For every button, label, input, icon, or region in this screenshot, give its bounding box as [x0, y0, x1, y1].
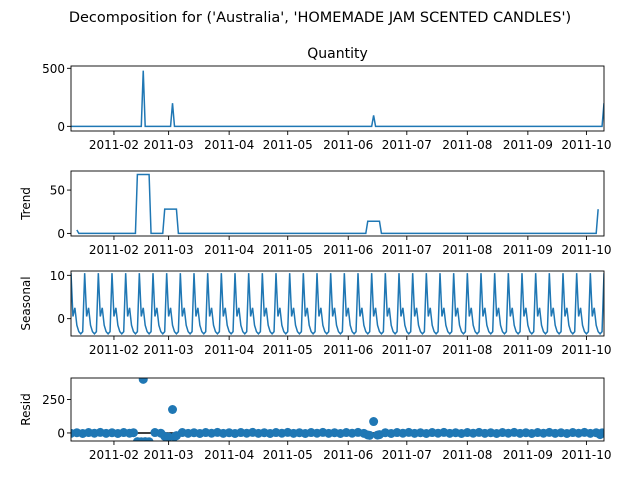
seasonal-ytick-label: 10 [50, 269, 65, 283]
resid-panel: Resid 0 250 2011-02 2011-03 2011-04 2011-05 201… [19, 377, 611, 462]
resid-xtick-label: 2011-06 [323, 448, 373, 462]
quantity-xtick-label: 2011-07 [382, 138, 432, 152]
quantity-ytick-label: 500 [42, 62, 65, 76]
trend-xtick-label: 2011-06 [323, 243, 373, 257]
seasonal-panel: Seasonal 0 10 2011-02 2011-03 2011-04 2011-05 2… [19, 269, 611, 357]
quantity-xtick-label: 2011-02 [89, 138, 139, 152]
seasonal-plot-area [71, 273, 604, 335]
quantity-xtick-label: 2011-06 [323, 138, 373, 152]
resid-point [365, 430, 375, 440]
trend-xtick-label: 2011-05 [263, 243, 313, 257]
trend-ylabel: Trend [19, 187, 33, 221]
resid-xtick-label: 2011-10 [561, 448, 611, 462]
resid-ytick-label: 250 [42, 393, 65, 407]
quantity-title: Quantity [307, 46, 368, 62]
resid-xtick-label: 2011-05 [263, 448, 313, 462]
seasonal-xtick-label: 2011-09 [503, 343, 553, 357]
seasonal-xtick-label: 2011-04 [204, 343, 254, 357]
trend-ytick-label: 50 [50, 184, 65, 198]
figure-suptitle: Decomposition for ('Australia', 'HOMEMAD… [69, 10, 571, 26]
resid-xtick-label: 2011-08 [442, 448, 492, 462]
quantity-plot-area [71, 70, 604, 128]
quantity-ytick-label: 0 [57, 120, 65, 134]
quantity-series-line [71, 70, 604, 128]
seasonal-xtick-label: 2011-05 [263, 343, 313, 357]
resid-point [597, 428, 604, 438]
trend-plot-area [76, 173, 599, 235]
resid-xtick-label: 2011-02 [89, 448, 139, 462]
seasonal-ytick-label: 0 [57, 312, 65, 326]
seasonal-xtick-label: 2011-06 [323, 343, 373, 357]
seasonal-series-line [71, 273, 604, 335]
trend-xtick-label: 2011-04 [204, 243, 254, 257]
trend-xtick-label: 2011-03 [144, 243, 194, 257]
quantity-xtick-label: 2011-04 [204, 138, 254, 152]
trend-xtick-label: 2011-02 [89, 243, 139, 257]
resid-point [128, 428, 138, 438]
quantity-xtick-label: 2011-08 [442, 138, 492, 152]
resid-xtick-label: 2011-04 [204, 448, 254, 462]
trend-axes-frame [70, 170, 605, 237]
quantity-xtick-label: 2011-10 [561, 138, 611, 152]
trend-xtick-label: 2011-08 [442, 243, 492, 257]
resid-plot-area [71, 378, 604, 441]
quantity-panel: Quantity 0 500 2011-02 2011-03 2011-04 2011-05… [42, 46, 611, 152]
seasonal-xtick-label: 2011-07 [382, 343, 432, 357]
trend-xtick-label: 2011-10 [561, 243, 611, 257]
resid-xtick-label: 2011-09 [503, 448, 553, 462]
resid-xtick-label: 2011-03 [144, 448, 194, 462]
seasonal-axes-frame [70, 270, 605, 337]
resid-point [144, 437, 154, 441]
trend-panel: Trend 0 50 2011-02 2011-03 2011-04 2011-05 2011… [19, 170, 611, 257]
seasonal-xtick-label: 2011-10 [561, 343, 611, 357]
resid-point [369, 417, 379, 427]
resid-point [168, 405, 178, 414]
quantity-xtick-label: 2011-05 [263, 138, 313, 152]
resid-point [138, 378, 148, 384]
quantity-xtick-label: 2011-03 [144, 138, 194, 152]
seasonal-xtick-label: 2011-08 [442, 343, 492, 357]
trend-series-line [76, 173, 599, 235]
seasonal-ylabel: Seasonal [19, 276, 33, 330]
seasonal-xtick-label: 2011-02 [89, 343, 139, 357]
resid-axes-frame [70, 377, 605, 442]
seasonal-xtick-label: 2011-03 [144, 343, 194, 357]
quantity-axes-frame [70, 65, 605, 132]
resid-xtick-label: 2011-07 [382, 448, 432, 462]
trend-xtick-label: 2011-09 [503, 243, 553, 257]
quantity-xtick-label: 2011-09 [503, 138, 553, 152]
resid-ylabel: Resid [19, 393, 33, 425]
resid-ytick-label: 0 [57, 426, 65, 440]
trend-ytick-label: 0 [57, 227, 65, 241]
trend-xtick-label: 2011-07 [382, 243, 432, 257]
